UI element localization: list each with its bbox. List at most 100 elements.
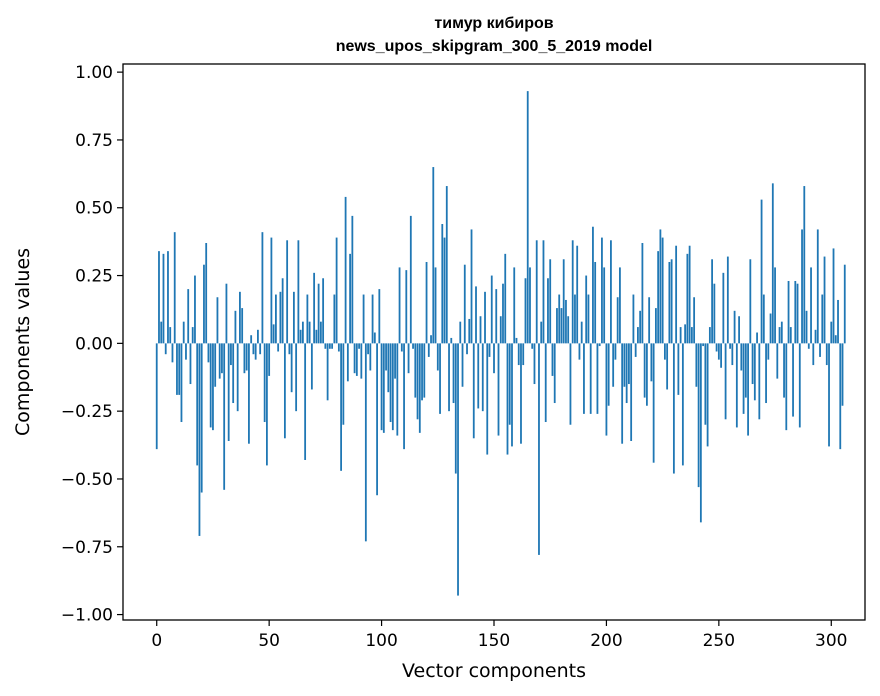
bar (268, 343, 271, 376)
bar (578, 343, 581, 360)
bar (295, 343, 298, 412)
bar (535, 240, 538, 344)
bar (209, 343, 212, 428)
bar (670, 259, 673, 344)
bar (841, 343, 844, 406)
bar (569, 343, 572, 425)
bar (351, 215, 354, 344)
y-tick-label: −0.75 (61, 538, 113, 558)
bar (616, 297, 619, 344)
bar (785, 343, 788, 431)
bar (389, 343, 392, 423)
bar (767, 343, 770, 360)
bar (839, 343, 842, 450)
bar (596, 343, 599, 414)
y-axis-label: Components values (12, 248, 34, 436)
bar (488, 343, 491, 357)
bar (342, 343, 345, 425)
bar (452, 343, 455, 404)
bar (657, 251, 660, 344)
y-tick-label: −0.50 (61, 470, 113, 490)
x-axis-label: Vector components (402, 660, 586, 682)
bar (436, 343, 439, 371)
bar (221, 343, 223, 374)
bar (324, 343, 327, 349)
bar (679, 327, 682, 344)
bar (630, 343, 633, 441)
bar (160, 321, 163, 344)
bar (601, 237, 603, 344)
bar (832, 248, 835, 344)
bar (236, 343, 239, 412)
bar (801, 229, 803, 344)
bar (335, 237, 338, 344)
bar (218, 343, 221, 379)
bar (176, 343, 178, 395)
bar (594, 261, 597, 344)
bar (571, 240, 574, 344)
bar (171, 343, 174, 363)
bar (540, 321, 543, 344)
bar (726, 256, 729, 344)
bar (715, 343, 718, 352)
y-tick-label: 1.00 (75, 63, 113, 83)
bar (744, 343, 747, 398)
bar (619, 267, 621, 344)
bar (663, 343, 666, 360)
bar (191, 327, 194, 344)
bar (481, 343, 484, 412)
bar (185, 343, 187, 360)
bar (196, 343, 199, 466)
bar (486, 343, 489, 455)
bar (589, 343, 592, 414)
bar (837, 299, 839, 344)
bar (409, 215, 412, 344)
bar (807, 343, 810, 349)
x-tick-label: 150 (478, 631, 510, 651)
bar (583, 343, 585, 414)
bar (538, 343, 540, 555)
bar (310, 343, 313, 390)
bar (576, 245, 579, 344)
bar (672, 343, 675, 474)
bar (425, 261, 428, 344)
bar (194, 275, 196, 344)
bar (648, 297, 651, 344)
bar (216, 297, 219, 344)
bar (603, 267, 606, 344)
bar (432, 167, 435, 344)
bar (834, 335, 837, 344)
bar (567, 316, 570, 344)
bar (668, 261, 671, 344)
bar (607, 343, 610, 406)
bar (292, 291, 295, 344)
bar (605, 343, 608, 436)
bar (306, 294, 309, 344)
bar (430, 335, 432, 344)
bar (304, 343, 307, 460)
bar (558, 294, 561, 344)
bar (418, 343, 421, 433)
bar (207, 343, 210, 363)
bar (279, 291, 282, 344)
y-tick-label: 0.75 (75, 131, 113, 151)
y-axis-ticks: −1.00 −0.75 −0.50 −0.25 0.00 0.25 0.50 0.75 1.00 (61, 63, 123, 626)
x-tick-label: 100 (365, 631, 397, 651)
bar (789, 327, 792, 344)
bar (434, 267, 437, 344)
bar (454, 343, 457, 474)
bar (677, 343, 680, 395)
bar (248, 343, 250, 444)
bar (313, 272, 316, 344)
bar (717, 343, 720, 360)
bar (531, 343, 534, 349)
bar (297, 240, 300, 344)
chart-title: тимур кибиров (434, 15, 553, 32)
bar (371, 294, 374, 344)
bar (780, 321, 783, 344)
bar (337, 343, 340, 352)
bar (443, 237, 446, 344)
bar (720, 343, 722, 368)
bar (169, 327, 172, 344)
y-tick-label: 0.50 (75, 199, 113, 219)
